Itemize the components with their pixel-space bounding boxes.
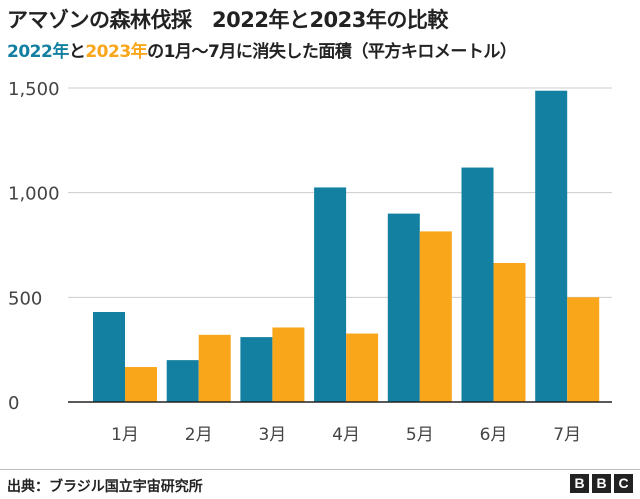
x-tick-label: 7月	[553, 425, 581, 445]
chart-subtitle: 2022年と2023年の1月～7月に消失した面積（平方キロメートル）	[7, 37, 517, 62]
bar-chart: 0 500 1,000 1,500 1月 2月 3月 4月 5月 6月 7月	[8, 79, 612, 445]
source-note: 出典：ブラジル国立宇宙研究所	[7, 479, 203, 495]
bar-2022	[93, 311, 125, 402]
bar-2022	[240, 337, 273, 402]
subtitle-rest: の1月～7月に消失した面積（平方キロメートル）	[147, 42, 517, 62]
bar-2023	[493, 263, 526, 402]
chart-title: アマゾンの森林伐採 2022年と2023年の比較	[7, 8, 448, 32]
y-tick-label: 1,000	[8, 184, 60, 205]
x-tick-label: 5月	[406, 425, 434, 445]
bbc-logo-letter: B	[592, 474, 611, 493]
bbc-logo-letter: C	[614, 474, 633, 493]
bar-2023	[567, 297, 600, 402]
bar-2023	[272, 327, 305, 402]
subtitle-2023: 2023年	[85, 42, 148, 62]
y-tick-label: 0	[8, 393, 19, 414]
bar-2023	[346, 333, 379, 402]
x-tick-label: 4月	[332, 425, 360, 445]
bar-2022	[535, 90, 568, 402]
y-tick-label: 500	[8, 288, 42, 309]
y-tick-label: 1,500	[8, 79, 60, 100]
x-tick-label: 6月	[480, 425, 508, 445]
x-tick-label: 3月	[258, 425, 286, 445]
x-tick-label: 1月	[111, 425, 139, 445]
footer-divider	[0, 469, 640, 470]
bar-2022	[314, 187, 347, 402]
x-tick-label: 2月	[185, 425, 213, 445]
bar-2022	[166, 360, 199, 402]
subtitle-2022: 2022年	[7, 42, 69, 62]
subtitle-and: と	[68, 42, 86, 62]
bbc-logo: B B C	[570, 474, 633, 493]
bar-2022	[461, 167, 494, 402]
bar-2023	[125, 367, 157, 402]
bar-2022	[387, 213, 420, 402]
bar-2023	[198, 334, 231, 402]
bar-2023	[419, 231, 452, 402]
bbc-logo-letter: B	[570, 474, 589, 493]
